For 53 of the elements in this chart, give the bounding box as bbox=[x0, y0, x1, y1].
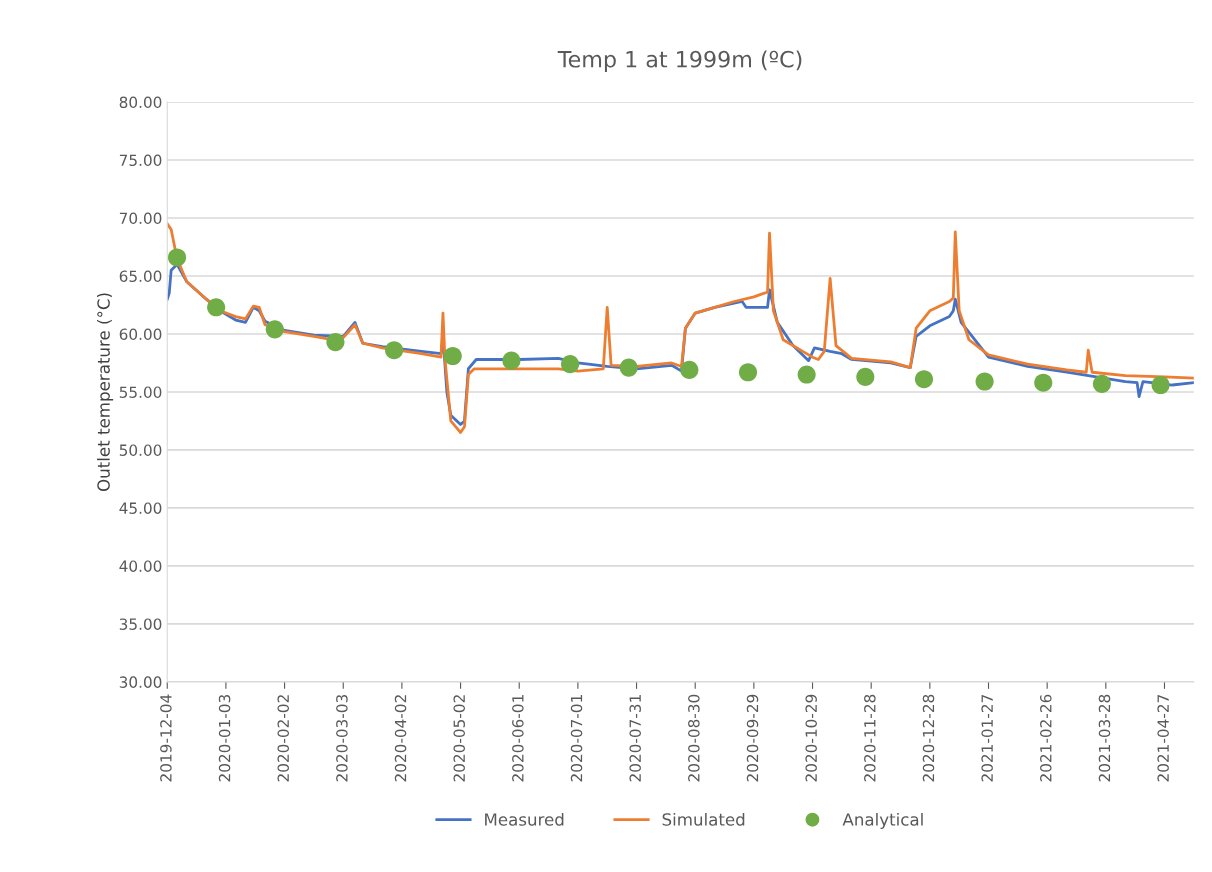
x-tick-label: 2020-01-03 bbox=[218, 694, 231, 782]
y-tick-label: 65.00 bbox=[119, 270, 162, 283]
x-tick-label: 2021-01-27 bbox=[981, 695, 993, 782]
x-tick-label: 2020-02-02 bbox=[277, 695, 290, 782]
x-tick-label: 2020-07-31 bbox=[629, 695, 641, 782]
point bbox=[265, 320, 284, 339]
x-tick-label: 2020-12-28 bbox=[922, 694, 935, 782]
y-tick-label: 50.00 bbox=[119, 444, 162, 456]
y-tick-label: 55.00 bbox=[119, 386, 162, 398]
line-series bbox=[167, 222, 1194, 434]
point bbox=[914, 370, 934, 389]
x-tick-label: 2021-03-28 bbox=[1098, 694, 1111, 782]
x-tick-label: 2020-09-29 bbox=[746, 694, 759, 782]
point bbox=[619, 358, 638, 377]
y-tick-label: 40.00 bbox=[119, 560, 162, 572]
y-tick-label: 60.00 bbox=[119, 328, 162, 340]
point bbox=[207, 298, 226, 317]
point bbox=[1151, 375, 1170, 395]
legend-label: Analytical bbox=[842, 812, 923, 830]
point bbox=[680, 360, 699, 379]
chart-title: Temp 1 at 1999m (ºC) bbox=[557, 50, 802, 72]
x-tick-label: 2020-05-02 bbox=[453, 695, 465, 782]
x-tick-label: 2020-06-01 bbox=[512, 695, 524, 782]
point bbox=[975, 372, 994, 391]
point bbox=[443, 346, 462, 366]
point bbox=[1092, 374, 1111, 393]
point bbox=[326, 333, 345, 352]
y-axis-title: Outlet temperature (°C) bbox=[96, 293, 114, 492]
point bbox=[561, 355, 580, 374]
x-tick-label: 2021-02-26 bbox=[1040, 694, 1052, 782]
point bbox=[502, 351, 521, 370]
point bbox=[385, 341, 404, 360]
y-tick-label: 45.00 bbox=[119, 502, 162, 514]
y-tick-label: 75.00 bbox=[119, 154, 162, 167]
legend-label: Measured bbox=[485, 812, 564, 826]
x-tick-label: 2020-08-30 bbox=[688, 694, 700, 782]
x-tick-label: 2021-04-27 bbox=[1157, 695, 1169, 782]
x-tick-label: 2020-03-03 bbox=[336, 694, 348, 782]
point bbox=[856, 367, 875, 386]
y-tick-label: 35.00 bbox=[119, 618, 162, 630]
point bbox=[167, 248, 187, 267]
y-tick-label: 80.00 bbox=[119, 96, 162, 109]
x-tick-label: 2020-10-29 bbox=[805, 694, 817, 782]
y-tick-label: 30.00 bbox=[119, 676, 162, 688]
x-tick-label: 2020-07-01 bbox=[570, 695, 583, 782]
point bbox=[1034, 373, 1053, 392]
point bbox=[797, 365, 816, 384]
x-tick-label: 2020-04-02 bbox=[394, 695, 407, 782]
legend-label: Simulated bbox=[662, 812, 745, 826]
point bbox=[738, 363, 758, 382]
x-tick-label: 2019-12-04 bbox=[160, 694, 172, 782]
y-tick-label: 70.00 bbox=[119, 212, 162, 225]
x-tick-label: 2020-11-28 bbox=[864, 694, 876, 782]
